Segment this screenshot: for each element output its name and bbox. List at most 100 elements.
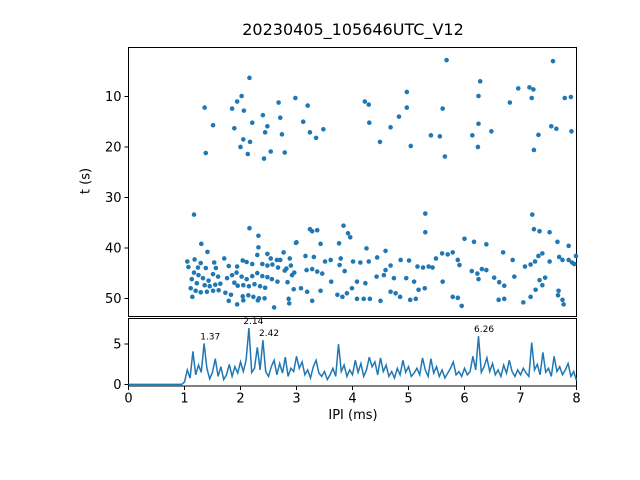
- scatter-point: [459, 303, 465, 309]
- scatter-point: [210, 271, 216, 277]
- scatter-point: [247, 139, 253, 145]
- peak-annotation: 2.14: [243, 317, 263, 327]
- scatter-point: [536, 132, 541, 138]
- scatter-point: [265, 123, 270, 129]
- scatter-point: [309, 228, 315, 234]
- scatter-point: [304, 267, 309, 273]
- scatter-point: [318, 241, 323, 247]
- scatter-point: [311, 254, 317, 260]
- scatter-point: [246, 293, 251, 298]
- scatter-point: [275, 279, 280, 284]
- x-tick-label: 2: [236, 392, 244, 407]
- scatter-point: [354, 296, 360, 302]
- scatter-point: [305, 103, 311, 108]
- scatter-point: [221, 256, 227, 261]
- scatter-point: [416, 287, 421, 293]
- scatter-point: [501, 296, 507, 302]
- scatter-point: [313, 135, 319, 141]
- scatter-point: [274, 257, 280, 263]
- x-tick-label: 4: [348, 392, 356, 407]
- scatter-point: [218, 281, 223, 287]
- scatter-point: [378, 298, 383, 304]
- scatter-point: [203, 265, 209, 271]
- scatter-point: [244, 276, 249, 282]
- y-tick-label: 30: [105, 191, 122, 206]
- scatter-point: [238, 144, 243, 150]
- scatter-point: [247, 225, 252, 231]
- scatter-point: [442, 154, 448, 159]
- scatter-point: [234, 302, 240, 307]
- scatter-point: [407, 297, 413, 303]
- scatter-point: [531, 226, 537, 232]
- scatter-point: [191, 212, 197, 217]
- scatter-point: [199, 241, 204, 247]
- scatter-point: [232, 280, 237, 285]
- scatter-point: [205, 249, 210, 255]
- scatter-point: [338, 256, 344, 261]
- scatter-point: [347, 234, 353, 240]
- scatter-point: [411, 279, 417, 284]
- scatter-point: [229, 106, 235, 111]
- scatter-point: [515, 86, 521, 91]
- scatter-point: [279, 132, 285, 137]
- y-tick-label: 40: [105, 241, 122, 256]
- scatter-point: [257, 283, 263, 289]
- scatter-point: [512, 274, 517, 279]
- x-tick-label: 5: [404, 392, 412, 407]
- scatter-point: [210, 288, 216, 294]
- scatter-point: [566, 257, 571, 263]
- scatter-point: [406, 258, 412, 263]
- y-tick-label: 0: [113, 378, 121, 393]
- scatter-point: [216, 287, 221, 293]
- scatter-point: [350, 259, 356, 264]
- scatter-point: [388, 263, 393, 268]
- scatter-point: [298, 285, 304, 291]
- scatter-point: [476, 121, 481, 127]
- scatter-point: [328, 279, 334, 284]
- scatter-point: [396, 114, 402, 119]
- scatter-point: [507, 100, 513, 105]
- peak-annotation: 1.37: [200, 332, 220, 342]
- scatter-point: [303, 253, 308, 259]
- scatter-point: [522, 264, 528, 269]
- scatter-point: [268, 149, 274, 154]
- scatter-point: [393, 290, 398, 296]
- scatter-point: [254, 270, 260, 276]
- scatter-point: [262, 130, 268, 135]
- scatter-point: [226, 263, 232, 269]
- scatter-point: [234, 264, 240, 269]
- scatter-point: [234, 270, 239, 275]
- scatter-point: [455, 295, 461, 301]
- scatter-point: [561, 302, 566, 307]
- scatter-point: [244, 259, 249, 265]
- scatter-point: [309, 266, 315, 272]
- scatter-point: [439, 251, 445, 256]
- scatter-point: [262, 285, 268, 291]
- scatter-point: [540, 251, 545, 256]
- scatter-point: [186, 264, 191, 270]
- scatter-point: [202, 282, 207, 288]
- scatter-point: [314, 269, 320, 274]
- scatter-point: [547, 229, 552, 235]
- scatter-point: [366, 259, 372, 264]
- x-tick-label: 0: [124, 392, 132, 407]
- scatter-point: [408, 143, 414, 149]
- scatter-point: [249, 261, 255, 267]
- scatter-point: [383, 248, 388, 254]
- x-tick-label: 3: [292, 392, 300, 407]
- scatter-point: [363, 280, 368, 286]
- scatter-point: [531, 147, 537, 153]
- scatter-point: [422, 285, 428, 291]
- scatter-point: [293, 95, 298, 101]
- scatter-point: [211, 260, 217, 265]
- scatter-point: [245, 151, 251, 157]
- scatter-point: [247, 75, 252, 81]
- scatter-point: [445, 252, 451, 257]
- scatter-point: [491, 275, 497, 280]
- scatter-point: [198, 289, 204, 295]
- scatter-point: [275, 265, 281, 270]
- scatter-point: [226, 298, 232, 304]
- scatter-point: [433, 256, 439, 261]
- peak-annotation: 2.42: [259, 329, 279, 339]
